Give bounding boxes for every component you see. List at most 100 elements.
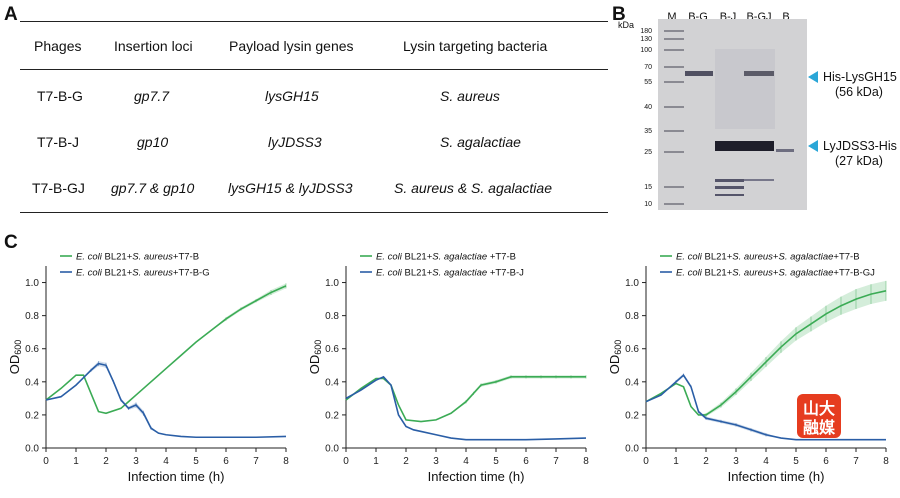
series-line [345,376,586,423]
growth-chart-s-agalactiae: 0 1 2 3 4 5 6 7 8 0.0 0.2 0.4 0.6 0.8 1.0 Infection tim… [307,252,589,485]
x-tick-label: 0 [43,456,49,467]
legend-label: E. coli BL21+S. agalactiae +T7-B-J [376,268,524,279]
x-tick-label: 8 [283,456,289,467]
table-cell-phage: T7-B-J [37,134,79,150]
table-cell-locus: gp7.7 [134,88,170,104]
table-cell-locus: gp10 [137,134,169,150]
x-tick-label: 1 [73,456,79,467]
y-tick-label: 0.8 [625,311,639,322]
lyjdss3-his-arrow [808,140,818,152]
legend-label: E. coli BL21+S. aureus+S. agalactiae+T7-… [676,252,860,263]
y-tick-label: 1.0 [325,278,339,289]
x-tick-label: 8 [883,456,889,467]
series-1 [345,375,587,441]
legend-label: E. coli BL21+S. aureus+T7-B [76,252,199,263]
x-tick-label: 2 [403,456,409,467]
panel-letter-a: A [4,4,18,25]
series-line [645,290,887,416]
gel-marker-label: 55 [644,79,652,86]
series-line [45,362,287,439]
table-header-targeting-bacteria: Lysin targeting bacteria [403,38,548,54]
legend-label: E. coli BL21+S. aureus+T7-B-G [76,268,210,279]
y-tick-label: 0.6 [25,344,39,355]
x-tick-label: 5 [193,456,199,467]
series-line [645,373,886,441]
table-cell-phage: T7-B-GJ [32,180,85,196]
y-tick-label: 0.0 [625,444,639,455]
gel-marker-label: 10 [644,201,652,208]
x-tick-label: 5 [493,456,499,467]
table-header-insertion-loci: Insertion loci [114,38,193,54]
y-tick-label: 1.0 [25,278,39,289]
y-axis-label: OD600 [607,340,623,375]
x-tick-label: 4 [163,456,169,467]
y-tick-label: 0.6 [325,344,339,355]
x-tick-label: 1 [673,456,679,467]
y-axis-label: OD600 [7,340,23,375]
x-axis-label: Infection time (h) [128,469,225,484]
y-tick-label: 0.2 [325,410,339,421]
y-tick-label: 0.8 [325,311,339,322]
table-header-rule [20,69,608,70]
svg-text:山大: 山大 [803,399,835,418]
y-tick-label: 0.8 [25,311,39,322]
gel-marker-label: 100 [640,47,652,54]
y-tick-label: 0.2 [25,410,39,421]
table-cell-phage: T7-B-G [37,88,83,104]
y-tick-label: 0.0 [25,444,39,455]
table-cell-gene: lyJDSS3 [268,134,322,150]
gel-marker-label: 15 [644,184,652,191]
table-cell-bacteria: S. aureus & S. agalactiae [394,180,552,196]
panel-letter-b: B [612,4,626,25]
y-tick-label: 0.0 [325,444,339,455]
y-tick-label: 1.0 [625,278,639,289]
y-tick-label: 0.4 [325,377,339,388]
x-tick-label: 0 [643,456,649,467]
growth-chart-mixed: 0 1 2 3 4 5 6 7 8 0.0 0.2 0.4 0.6 0.8 1.0 Infection tim… [607,252,889,485]
series-error-band [346,375,586,422]
series-error-band [646,373,886,440]
gel-marker-label: 180 [640,28,652,35]
x-tick-label: 8 [583,456,589,467]
y-tick-label: 0.6 [625,344,639,355]
x-tick-label: 3 [433,456,439,467]
table-header-payload-genes: Payload lysin genes [229,38,354,54]
x-tick-label: 7 [853,456,859,467]
series-1 [45,361,287,439]
x-tick-label: 4 [463,456,469,467]
x-tick-label: 6 [523,456,529,467]
x-axis-label: Infection time (h) [428,469,525,484]
shanda-media-logo: 山大 融媒 [797,394,841,438]
y-tick-label: 0.4 [25,377,39,388]
logo-mark: 山大 融媒 [803,399,836,437]
table-cell-locus: gp7.7 & gp10 [111,180,195,196]
x-tick-label: 1 [373,456,379,467]
series-0 [345,375,587,423]
gel-lane-label: B [782,11,790,23]
series-line [345,375,587,441]
series-error-band [46,361,286,438]
x-tick-label: 2 [103,456,109,467]
table-cell-gene: lysGH15 [265,88,319,104]
x-tick-label: 2 [703,456,709,467]
gel-marker-label: 130 [640,36,652,43]
his-lysgh15-arrow [808,71,818,83]
legend-label: E. coli BL21+S. aureus+S. agalactiae+T7-… [676,268,875,279]
panel-letter-c: C [4,232,18,253]
legend-label: E. coli BL21+S. agalactiae +T7-B [376,252,516,263]
x-tick-label: 4 [763,456,769,467]
gel-bands [664,30,794,205]
x-tick-label: 3 [133,456,139,467]
gel-lane-label: M [667,11,677,23]
table-bottom-rule [20,212,608,213]
x-axis-label: Infection time (h) [728,469,825,484]
series-0 [645,280,887,417]
series-line [45,285,287,415]
table-cell-bacteria: S. agalactiae [440,134,521,150]
table-cell-bacteria: S. aureus [440,88,500,104]
x-tick-label: 7 [553,456,559,467]
y-tick-label: 0.4 [625,377,639,388]
gel-unit-label: kDa [618,20,635,30]
x-tick-label: 7 [253,456,259,467]
x-tick-label: 6 [823,456,829,467]
